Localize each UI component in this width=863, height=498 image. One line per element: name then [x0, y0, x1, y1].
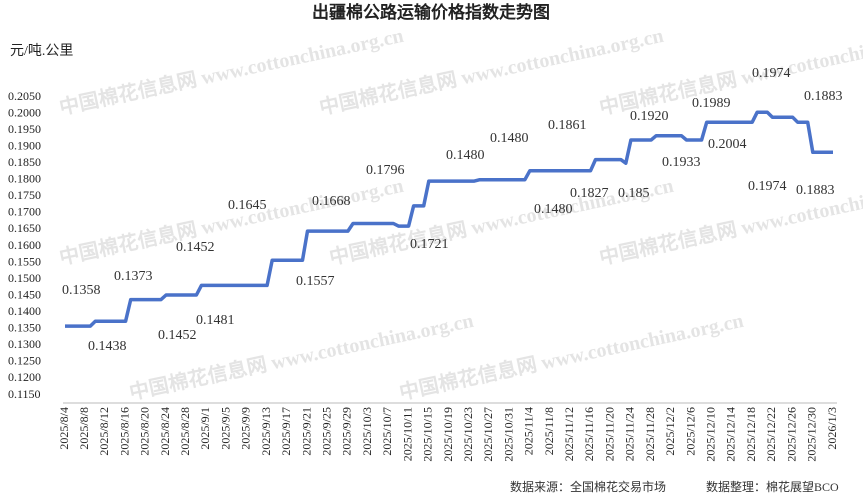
y-tick-label: 0.1200	[8, 370, 41, 384]
y-tick-label: 0.1500	[8, 271, 41, 285]
x-tick-label: 2025/9/29	[340, 407, 354, 456]
x-tick-label: 2025/8/20	[138, 407, 152, 456]
y-tick-label: 0.1900	[8, 138, 41, 152]
annotation: 0.1358	[62, 283, 101, 298]
x-tick-label: 2025/11/4	[522, 407, 536, 455]
compiled-by: 数据整理：棉花展望BCO	[706, 479, 839, 494]
x-tick-label: 2025/11/12	[562, 407, 576, 461]
x-tick-label: 2025/9/13	[259, 407, 273, 456]
x-tick-label: 2025/12/6	[683, 407, 697, 456]
x-tick-label: 2025/10/7	[380, 407, 394, 456]
x-tick-label: 2025/9/17	[279, 407, 293, 456]
x-tick-label: 2025/10/19	[441, 407, 455, 462]
annotation: 0.1989	[692, 96, 731, 111]
x-tick-label: 2025/11/8	[542, 407, 556, 455]
y-tick-label: 0.1300	[8, 337, 41, 351]
x-tick-label: 2025/11/20	[602, 407, 616, 461]
annotation: 0.1645	[228, 198, 267, 213]
annotation: 0.1933	[662, 155, 701, 170]
annotation: 0.1480	[446, 148, 485, 163]
x-tick-label: 2025/9/9	[239, 407, 253, 450]
annotation: 0.1438	[88, 339, 127, 354]
annotation: 0.1480	[490, 131, 529, 146]
x-tick-label: 2025/11/28	[643, 407, 657, 461]
annotation: 0.1974	[752, 66, 791, 81]
annotation: 0.1452	[176, 240, 215, 255]
x-tick-label: 2025/11/16	[582, 407, 596, 461]
annotation: 0.1721	[410, 237, 449, 252]
x-tick-label: 2025/10/31	[501, 407, 515, 462]
x-tick-label: 2025/8/12	[97, 407, 111, 456]
y-tick-label: 0.1550	[8, 254, 41, 268]
x-tick-label: 2025/9/5	[218, 407, 232, 450]
annotation: 0.1481	[196, 313, 235, 328]
chart-title: 出疆棉公路运输价格指数走势图	[312, 2, 550, 22]
x-tick-label: 2025/10/27	[481, 407, 495, 462]
annotation: 0.1883	[796, 183, 835, 198]
y-tick-label: 0.1400	[8, 304, 41, 318]
annotation: 0.2004	[708, 137, 747, 152]
y-axis-label: 元/吨.公里	[10, 43, 73, 59]
y-tick-label: 0.1450	[8, 287, 41, 301]
y-tick-label: 0.1850	[8, 155, 41, 169]
annotation: 0.185	[618, 186, 650, 201]
x-tick-label: 2026/1/3	[825, 407, 839, 450]
x-tick-label: 2025/8/28	[178, 407, 192, 456]
x-tick-label: 2025/8/24	[158, 407, 172, 456]
x-tick-label: 2025/12/10	[703, 407, 717, 462]
annotation: 0.1557	[296, 274, 335, 289]
x-tick-label: 2025/10/23	[461, 407, 475, 462]
annotation: 0.1480	[534, 202, 573, 217]
y-tick-label: 0.2000	[8, 105, 41, 119]
x-tick-label: 2025/10/11	[400, 407, 414, 461]
annotation: 0.1861	[548, 118, 587, 133]
annotation: 0.1883	[804, 89, 843, 104]
annotation: 0.1974	[748, 179, 787, 194]
y-tick-label: 0.1650	[8, 221, 41, 235]
data-line	[65, 110, 833, 328]
y-tick-label: 0.1700	[8, 205, 41, 219]
x-tick-label: 2025/12/18	[744, 407, 758, 462]
x-tick-label: 2025/11/24	[623, 407, 637, 461]
annotation: 0.1796	[366, 163, 405, 178]
y-tick-label: 0.2050	[8, 89, 41, 103]
y-tick-label: 0.1950	[8, 122, 41, 136]
y-tick-label: 0.1250	[8, 354, 41, 368]
x-tick-label: 2025/8/8	[77, 407, 91, 450]
x-tick-label: 2025/12/2	[663, 407, 677, 456]
annotation: 0.1373	[114, 269, 153, 284]
annotation: 0.1827	[570, 186, 609, 201]
y-tick-label: 0.1350	[8, 321, 41, 335]
annotation: 0.1668	[312, 194, 351, 209]
y-tick-label: 0.1750	[8, 188, 41, 202]
source: 数据来源：全国棉花交易市场	[510, 479, 666, 494]
x-tick-label: 2025/12/30	[805, 407, 819, 462]
annotation: 0.1452	[158, 328, 197, 343]
x-tick-label: 2025/10/3	[360, 407, 374, 456]
x-tick-label: 2025/8/4	[57, 407, 71, 450]
x-tick-label: 2025/8/16	[117, 407, 131, 456]
x-tick-label: 2025/9/25	[319, 407, 333, 456]
annotation: 0.1920	[630, 109, 669, 124]
x-tick-label: 2025/9/21	[299, 407, 313, 456]
x-tick-label: 2025/10/15	[421, 407, 435, 462]
x-tick-label: 2025/12/22	[764, 407, 778, 462]
x-tick-label: 2025/12/26	[784, 407, 798, 462]
y-tick-label: 0.1150	[8, 387, 41, 401]
y-tick-label: 0.1600	[8, 238, 41, 252]
x-tick-label: 2025/9/1	[198, 407, 212, 450]
y-tick-label: 0.1800	[8, 172, 41, 186]
x-tick-label: 2025/12/14	[724, 407, 738, 462]
